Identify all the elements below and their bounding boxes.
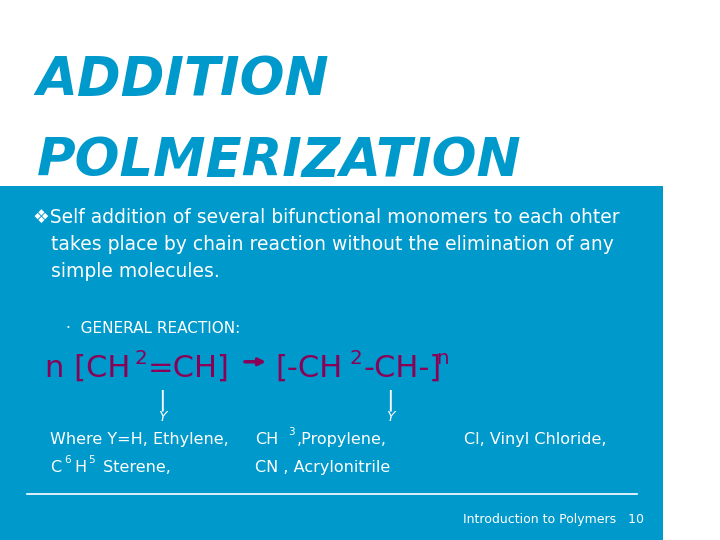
- Text: 5: 5: [89, 455, 95, 465]
- Text: [-CH: [-CH: [275, 354, 343, 383]
- FancyBboxPatch shape: [0, 0, 663, 186]
- Text: Y: Y: [386, 410, 395, 424]
- Text: 2: 2: [134, 349, 147, 368]
- Text: n [CH: n [CH: [45, 354, 130, 383]
- Text: 3: 3: [289, 427, 295, 437]
- Text: Sterene,: Sterene,: [98, 460, 171, 475]
- Text: Y: Y: [158, 410, 166, 424]
- Text: H: H: [74, 460, 86, 475]
- Text: =CH]: =CH]: [148, 354, 229, 383]
- Text: POLMERIZATION: POLMERIZATION: [37, 135, 521, 187]
- Text: -CH-]: -CH-]: [364, 354, 442, 383]
- Text: ADDITION: ADDITION: [37, 54, 329, 106]
- Text: Where Y=H, Ethylene,: Where Y=H, Ethylene,: [50, 432, 228, 447]
- Text: ❖Self addition of several bifunctional monomers to each ohter: ❖Self addition of several bifunctional m…: [33, 208, 620, 227]
- Text: simple molecules.: simple molecules.: [33, 262, 220, 281]
- Text: |: |: [386, 390, 394, 411]
- Text: 2: 2: [350, 349, 362, 368]
- Text: CH: CH: [256, 432, 279, 447]
- Text: ·  GENERAL REACTION:: · GENERAL REACTION:: [66, 321, 240, 336]
- Text: Introduction to Polymers   10: Introduction to Polymers 10: [462, 513, 644, 526]
- Text: n: n: [436, 349, 449, 368]
- Text: |: |: [158, 390, 166, 411]
- Text: ,Propylene,: ,Propylene,: [297, 432, 387, 447]
- Text: C: C: [50, 460, 61, 475]
- Text: Cl, Vinyl Chloride,: Cl, Vinyl Chloride,: [464, 432, 607, 447]
- Text: 6: 6: [64, 455, 71, 465]
- Text: takes place by chain reaction without the elimination of any: takes place by chain reaction without th…: [33, 235, 614, 254]
- Text: CN , Acrylonitrile: CN , Acrylonitrile: [256, 460, 391, 475]
- FancyBboxPatch shape: [0, 186, 663, 540]
